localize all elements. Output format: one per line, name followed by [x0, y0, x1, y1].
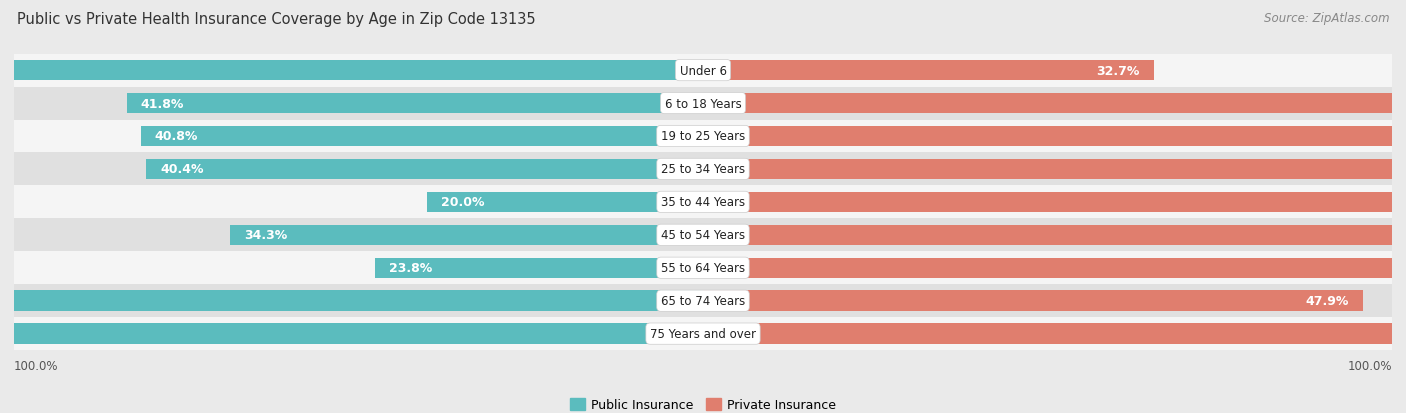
- Bar: [703, 291, 1362, 311]
- Bar: [14, 120, 1392, 153]
- Text: 100.0%: 100.0%: [1347, 359, 1392, 373]
- Text: 75 Years and over: 75 Years and over: [650, 328, 756, 340]
- Bar: [703, 61, 1153, 81]
- Text: 6 to 18 Years: 6 to 18 Years: [665, 97, 741, 110]
- Text: 25 to 34 Years: 25 to 34 Years: [661, 163, 745, 176]
- Bar: [141, 126, 703, 147]
- Bar: [703, 324, 1406, 344]
- Text: Under 6: Under 6: [679, 64, 727, 77]
- Text: 35 to 44 Years: 35 to 44 Years: [661, 196, 745, 209]
- Legend: Public Insurance, Private Insurance: Public Insurance, Private Insurance: [565, 393, 841, 413]
- Bar: [703, 225, 1406, 245]
- Bar: [127, 94, 703, 114]
- Text: 40.8%: 40.8%: [155, 130, 198, 143]
- Text: 41.8%: 41.8%: [141, 97, 184, 110]
- Text: Source: ZipAtlas.com: Source: ZipAtlas.com: [1264, 12, 1389, 25]
- Bar: [427, 192, 703, 213]
- Bar: [14, 219, 1392, 252]
- Bar: [14, 153, 1392, 186]
- Bar: [703, 258, 1406, 278]
- Bar: [14, 88, 1392, 120]
- Text: 20.0%: 20.0%: [441, 196, 485, 209]
- Bar: [375, 258, 703, 278]
- Bar: [14, 285, 1392, 317]
- Bar: [14, 252, 1392, 285]
- Bar: [703, 159, 1406, 180]
- Bar: [14, 317, 1392, 350]
- Text: 34.3%: 34.3%: [245, 229, 287, 242]
- Bar: [14, 55, 1392, 88]
- Bar: [0, 324, 703, 344]
- Text: 55 to 64 Years: 55 to 64 Years: [661, 261, 745, 275]
- Text: Public vs Private Health Insurance Coverage by Age in Zip Code 13135: Public vs Private Health Insurance Cover…: [17, 12, 536, 27]
- Bar: [703, 94, 1406, 114]
- Bar: [231, 225, 703, 245]
- Text: 32.7%: 32.7%: [1097, 64, 1140, 77]
- Text: 40.4%: 40.4%: [160, 163, 204, 176]
- Bar: [14, 186, 1392, 219]
- Text: 100.0%: 100.0%: [14, 359, 59, 373]
- Bar: [146, 159, 703, 180]
- Bar: [703, 192, 1406, 213]
- Text: 47.9%: 47.9%: [1306, 294, 1350, 307]
- Text: 65 to 74 Years: 65 to 74 Years: [661, 294, 745, 307]
- Bar: [0, 291, 703, 311]
- Text: 19 to 25 Years: 19 to 25 Years: [661, 130, 745, 143]
- Text: 45 to 54 Years: 45 to 54 Years: [661, 229, 745, 242]
- Bar: [703, 126, 1406, 147]
- Bar: [0, 61, 703, 81]
- Text: 23.8%: 23.8%: [389, 261, 432, 275]
